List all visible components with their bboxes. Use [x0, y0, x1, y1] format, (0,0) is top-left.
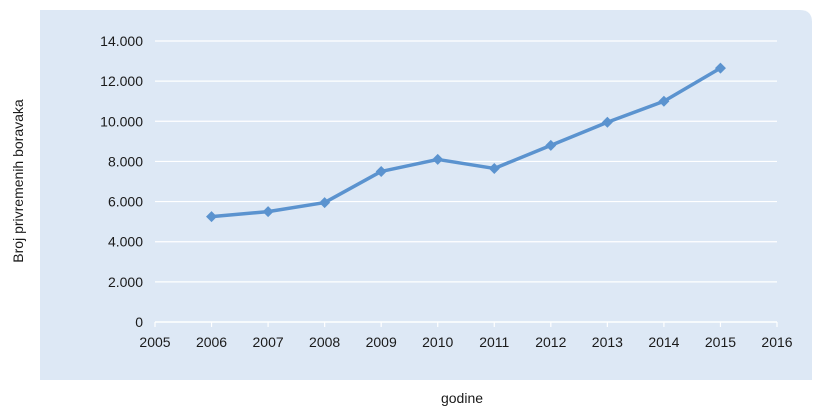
data-point-marker: [319, 197, 331, 209]
y-tick-label: 2.000: [108, 274, 143, 290]
series-layer: [206, 62, 726, 223]
y-tick-label: 0: [135, 314, 143, 330]
data-point-marker: [206, 211, 218, 223]
tick-labels: 0 2.000 4.000 6.000 8.000 10.000 12.000 14.000 2…: [100, 33, 793, 350]
y-tick-label: 6.000: [108, 194, 143, 210]
x-tick-label: 2013: [592, 334, 623, 350]
x-tick-label: 2015: [705, 334, 736, 350]
data-point-marker: [432, 153, 444, 165]
data-point-marker: [488, 162, 500, 174]
data-point-marker: [375, 165, 387, 177]
x-tick-label: 2008: [309, 334, 340, 350]
x-tick-label: 2016: [761, 334, 792, 350]
y-tick-label: 4.000: [108, 234, 143, 250]
data-point-marker: [714, 62, 726, 74]
y-tick-label: 8.000: [108, 153, 143, 169]
plot-area-background: [40, 10, 812, 380]
data-point-marker: [658, 95, 670, 107]
axes: [154, 321, 778, 327]
data-point-marker: [545, 139, 557, 151]
y-tick-label: 10.000: [100, 113, 143, 129]
x-tick-label: 2007: [253, 334, 284, 350]
x-tick-label: 2009: [366, 334, 397, 350]
data-point-marker: [262, 206, 274, 218]
data-point-marker: [601, 116, 613, 128]
x-tick-label: 2006: [196, 334, 227, 350]
y-tick-label: 12.000: [100, 73, 143, 89]
gridlines: [155, 40, 777, 283]
x-axis-title: godine: [441, 390, 483, 406]
y-tick-label: 14.000: [100, 33, 143, 49]
x-tick-label: 2005: [139, 334, 170, 350]
x-tick-label: 2010: [422, 334, 453, 350]
x-tick-label: 2011: [479, 334, 509, 350]
x-tick-label: 2014: [648, 334, 679, 350]
x-tick-label: 2012: [535, 334, 566, 350]
series-line: [211, 66, 722, 219]
y-axis-title: Broj privremenih boravaka: [10, 99, 26, 263]
